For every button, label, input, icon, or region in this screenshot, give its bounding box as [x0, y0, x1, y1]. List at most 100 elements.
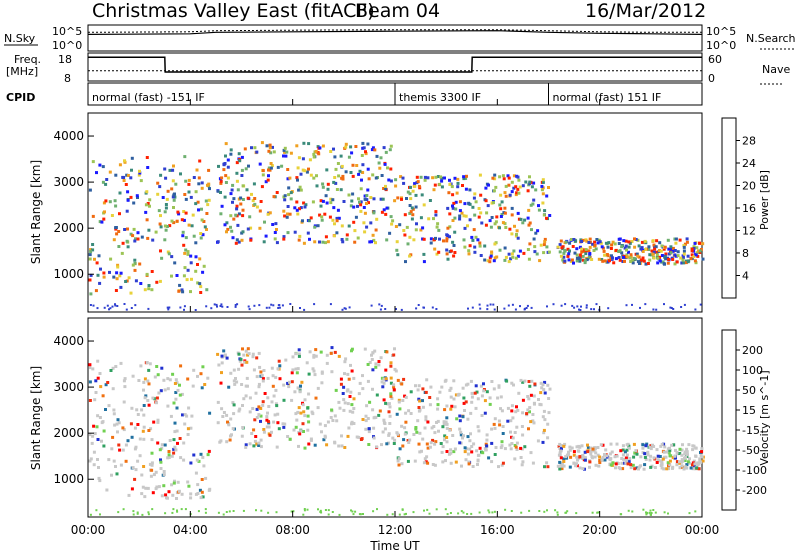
power-cell [114, 173, 118, 177]
velocity-cell [130, 435, 134, 439]
power-cell [115, 271, 119, 275]
power-cell [335, 231, 339, 235]
velocity-cell [691, 463, 694, 467]
power-cell [110, 214, 114, 217]
freq-panel-frame [87, 52, 703, 82]
power-cell [695, 251, 699, 255]
velocity-cell [93, 398, 97, 402]
power-cell [321, 182, 325, 186]
velocity-cell [124, 459, 128, 463]
velocity-cell [671, 465, 675, 469]
velocity-cell [334, 388, 338, 392]
power-cell [634, 238, 638, 241]
power-ground-cell [530, 306, 533, 309]
power-cell [587, 255, 591, 259]
power-ground-cell [183, 305, 186, 308]
velocity-cell [403, 426, 407, 430]
power-cell [334, 167, 338, 171]
power-cell [542, 243, 546, 247]
power-cell [229, 152, 233, 156]
velocity-ground-cell [164, 512, 167, 515]
power-cell [217, 164, 220, 168]
velocity-cell [652, 445, 656, 448]
velocity-cell [520, 463, 524, 467]
velocity-cell [592, 449, 596, 453]
velocity-cell [605, 454, 609, 458]
power-cell [512, 174, 516, 178]
velocity-cell [194, 492, 198, 496]
velocity-cell [481, 451, 485, 455]
power-cell [393, 199, 397, 203]
velocity-cell [104, 383, 108, 387]
velocity-cell [127, 493, 131, 497]
power-cell [95, 261, 99, 265]
velocity-cell [698, 457, 702, 461]
power-cell [453, 230, 457, 234]
power-cell [234, 241, 238, 245]
power-cell [650, 249, 654, 253]
power-cell [635, 252, 639, 256]
velocity-cell [406, 459, 410, 463]
power-cell [339, 154, 343, 158]
velocity-cell [657, 459, 661, 463]
power-cell [122, 179, 126, 182]
velocity-cell [281, 422, 285, 426]
velocity-ground-cell [303, 508, 306, 510]
velocity-cell [383, 427, 387, 431]
velocity-cell [655, 461, 659, 464]
power-cell [577, 257, 581, 261]
velocity-cell [219, 381, 223, 385]
power-cell [581, 258, 585, 262]
velocity-cell [388, 414, 392, 418]
velocity-cell [484, 442, 488, 446]
velocity-cell [257, 351, 261, 355]
velocity-cell [432, 425, 436, 428]
power-cell [255, 150, 259, 154]
power-cell [575, 253, 579, 257]
velocity-cell [229, 371, 233, 375]
power-cell [492, 201, 495, 205]
velocity-ground-cell [331, 511, 334, 513]
velocity-cell [506, 406, 510, 410]
power-cell [566, 247, 570, 251]
power-cell [587, 241, 591, 244]
power-cell [655, 250, 659, 254]
velocity-cell [261, 400, 265, 404]
power-cell [189, 290, 192, 294]
power-cell [452, 254, 456, 258]
power-cell [129, 195, 133, 199]
velocity-cell [307, 392, 311, 396]
power-cell [473, 192, 477, 196]
power-cell [623, 259, 626, 263]
power-cell [695, 246, 699, 250]
velocity-cell [531, 461, 535, 465]
velocity-cell [385, 442, 389, 446]
power-cell [399, 175, 403, 179]
power-cell [561, 258, 565, 262]
power-cell [273, 237, 277, 241]
power-cell [116, 263, 120, 267]
velocity-cell [233, 382, 237, 386]
velocity-cell [467, 460, 471, 464]
power-cell [297, 238, 301, 242]
velocity-cell [433, 431, 437, 435]
velocity-ground-cell [184, 508, 187, 511]
velocity-cell [398, 407, 402, 411]
power-cell [385, 238, 389, 242]
power-cell [307, 142, 311, 146]
power-cell [585, 258, 589, 262]
velocity-cell [277, 427, 281, 431]
mhz-label: [MHz] [6, 65, 38, 78]
power-cell [276, 165, 280, 169]
power-ground-cell [313, 303, 316, 306]
velocity-ground-cell [225, 511, 228, 513]
velocity-cell [695, 466, 699, 470]
power-cell [638, 262, 641, 265]
velocity-cell [700, 450, 704, 454]
velocity-cell [227, 385, 231, 389]
velocity-cell [142, 404, 146, 407]
velocity-cell [615, 442, 619, 446]
velocity-cell [476, 459, 480, 463]
power-cell [603, 259, 607, 263]
velocity-cell [458, 427, 462, 431]
